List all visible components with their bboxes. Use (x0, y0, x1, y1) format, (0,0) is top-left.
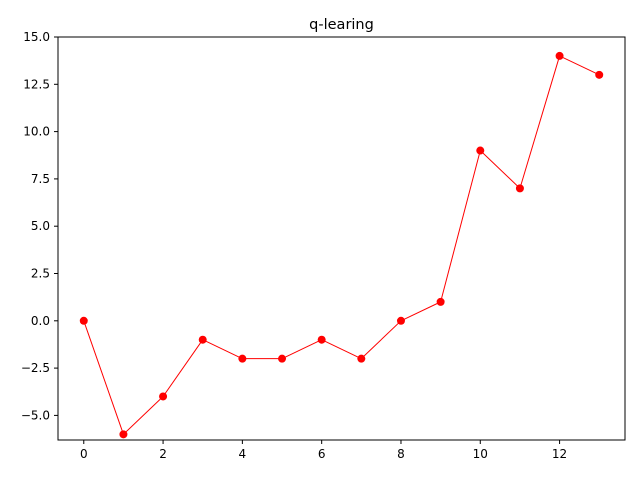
data-point (357, 354, 366, 363)
data-point (555, 51, 564, 60)
data-point (317, 335, 326, 344)
data-point (396, 316, 405, 325)
data-point (79, 316, 88, 325)
y-tick-label: 0.0 (31, 314, 50, 328)
x-tick-label: 10 (473, 447, 488, 461)
x-tick-label: 4 (239, 447, 247, 461)
data-point (515, 184, 524, 193)
y-tick-label: 5.0 (31, 219, 50, 233)
x-tick-label: 12 (552, 447, 567, 461)
data-point (476, 146, 485, 155)
x-tick-label: 6 (318, 447, 326, 461)
chart-title: q-learing (309, 17, 374, 33)
series-line (83, 55, 600, 435)
y-tick-label: −2.5 (21, 361, 50, 375)
data-point (436, 297, 445, 306)
plot-frame (57, 36, 626, 441)
data-point (278, 354, 287, 363)
data-point (595, 70, 604, 79)
x-tick-label: 0 (80, 447, 88, 461)
data-point (159, 392, 168, 401)
y-tick-label: −5.0 (21, 408, 50, 422)
y-tick-label: 2.5 (31, 267, 50, 281)
x-tick-label: 8 (397, 447, 405, 461)
data-point (198, 335, 207, 344)
x-axis: 0 2 4 6 8 10 12 (80, 440, 567, 461)
y-tick-label: 10.0 (23, 125, 50, 139)
plot-layer (79, 51, 604, 439)
data-point (238, 354, 247, 363)
x-tick-label: 2 (159, 447, 167, 461)
y-tick-label: 12.5 (23, 77, 50, 91)
data-point (119, 430, 128, 439)
y-tick-label: 15.0 (23, 30, 50, 44)
y-tick-label: 7.5 (31, 172, 50, 186)
y-axis: −5.0 −2.5 0.0 2.5 5.0 7.5 10.0 12.5 15.0 (21, 30, 58, 422)
